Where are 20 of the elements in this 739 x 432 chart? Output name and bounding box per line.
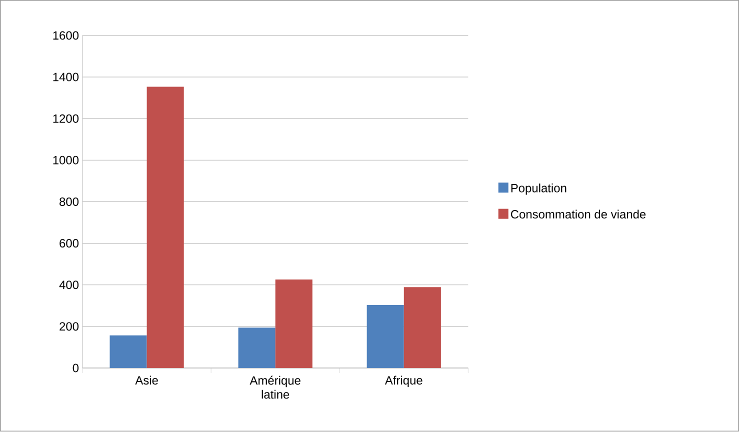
bar [146,87,184,368]
bar [404,287,441,368]
bar [366,305,404,368]
x-tick-label: Amérique latine [250,376,300,399]
y-tick-label: 1200 [53,114,79,124]
legend-label: Consommation de viande [510,210,646,219]
legend-label: Population [511,184,566,195]
bar [238,328,276,368]
bar [275,280,312,368]
y-tick-label: 1000 [53,156,79,165]
y-tick-label: 400 [59,280,79,290]
x-tick-label: Asie [135,376,158,385]
y-tick-label: 1600 [53,31,79,40]
y-tick-label: 1400 [53,73,79,82]
bar [110,336,147,368]
y-tick-label: 600 [60,239,79,248]
y-tick-label: 0 [72,364,79,372]
y-tick-label: 200 [60,322,79,331]
y-tick-label: 800 [60,198,79,206]
x-tick-label: Afrique [384,376,422,388]
